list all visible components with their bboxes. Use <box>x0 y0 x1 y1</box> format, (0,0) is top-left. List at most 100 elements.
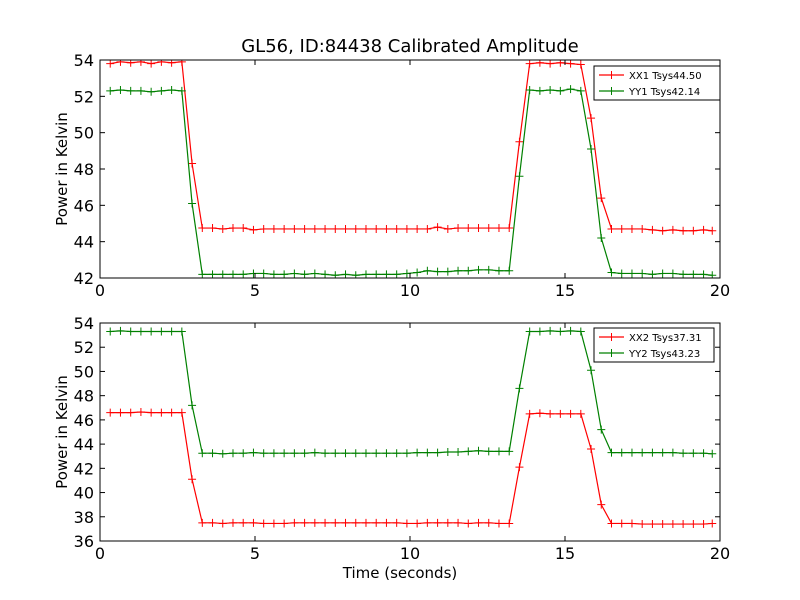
chart-2-series-1-point <box>484 518 493 527</box>
chart-2-series-2-point <box>484 447 493 456</box>
chart-2-series-1-point <box>617 519 626 528</box>
chart-1-series-2-point <box>136 86 145 95</box>
chart-1-y-tick-label: 44 <box>74 233 94 252</box>
chart-1-series-1-point <box>454 224 463 233</box>
chart-1-series-1-point <box>177 60 186 66</box>
chart-2-series-2-point <box>505 447 514 456</box>
chart-2-series-1-point <box>300 518 309 527</box>
chart-2-y-tick-label: 40 <box>74 484 94 503</box>
chart-2-x-tick-label: 0 <box>95 544 105 563</box>
chart-1-series-2-point <box>208 270 217 278</box>
chart-1-series-2-point <box>310 269 319 278</box>
chart-1-series-1-point <box>331 224 340 233</box>
chart-1-y-tick-label: 46 <box>74 196 94 215</box>
chart-2-legend-marker <box>607 349 616 357</box>
chart-1-y-tick-label: 50 <box>74 124 94 143</box>
chart-2-series-1-point <box>136 408 145 417</box>
chart-1-series-2-point <box>484 265 493 274</box>
chart-1-series-2-point <box>679 270 688 278</box>
chart-2-series-1-point <box>218 519 227 528</box>
chart-1-series-2-point <box>689 270 698 278</box>
chart-2-series-2-point <box>147 327 156 336</box>
chart-1-series-2-point <box>280 270 289 278</box>
chart-1-series-2-point <box>638 269 647 278</box>
chart-1-series-2-point <box>525 85 534 94</box>
chart-1-series-2-point <box>515 172 524 181</box>
chart-2-series-1-point <box>382 518 391 527</box>
chart-2-series-2-point <box>607 448 616 457</box>
chart-1-series-2-point <box>566 85 575 94</box>
chart-1-series-2-point <box>218 270 227 278</box>
chart-1-series-2-point <box>699 270 708 278</box>
chart-2-series-2-point <box>699 449 708 458</box>
chart-2-series-1-point <box>474 518 483 527</box>
chart-2-series-2-point <box>300 449 309 458</box>
chart-1-series-2-point <box>188 199 197 208</box>
chart-1-series-2-point <box>433 267 442 276</box>
chart-1-series-1-point <box>402 224 411 233</box>
chart-1-series-1-point <box>136 60 145 66</box>
chart-2-series-2-point <box>116 326 125 335</box>
chart-1-series-1-point <box>361 224 370 233</box>
chart-2-series-1-point <box>269 519 278 528</box>
chart-1-title: GL56, ID:84438 Calibrated Amplitude <box>241 36 579 57</box>
chart-1-series-2-point <box>126 86 135 95</box>
chart-2-x-axis-label: Time (seconds) <box>342 564 458 582</box>
chart-1-series-1-point <box>392 224 401 233</box>
chart-1-series-2-point <box>535 86 544 95</box>
chart-1-series-1-point <box>699 225 708 234</box>
chart-1-legend: XX1 Tsys44.50 YY1 Tsys42.14 <box>593 65 721 101</box>
chart-2-series-1-point <box>402 519 411 528</box>
chart-2-series-1-point <box>658 520 667 529</box>
chart-1-series-1-point <box>638 224 647 233</box>
chart-2-series-2-point <box>617 448 626 457</box>
chart-2-series-2-point <box>689 449 698 458</box>
chart-2-series-2-point <box>668 448 677 457</box>
chart-1-series-2-point <box>239 270 248 278</box>
chart-2-y-axis-label: Power in Kelvin <box>53 375 71 489</box>
chart-2-series-2-point <box>290 449 299 458</box>
chart-1-series-1-point <box>658 226 667 235</box>
chart-2-series-1-point <box>494 519 503 528</box>
chart-2-legend-entry: YY2 Tsys43.23 <box>628 349 700 360</box>
chart-2-series-2-point <box>249 448 258 457</box>
chart-2-y-tick-label: 44 <box>74 435 94 454</box>
plot-top: GL56, ID:84438 Calibrated Amplitude 0 5 10 1… <box>53 36 730 300</box>
chart-1-series-2-point <box>587 145 596 154</box>
chart-1-series-1-point <box>708 226 717 235</box>
chart-2-series-1-point <box>413 519 422 528</box>
chart-2-series-2-point <box>535 327 544 336</box>
chart-2-legend-marker <box>607 333 616 341</box>
chart-1-series-1-point <box>597 194 606 203</box>
chart-1-series-2-point <box>607 268 616 277</box>
chart-2-x-tick-label: 5 <box>250 544 260 563</box>
chart-2-y-tick-label: 54 <box>74 314 94 333</box>
chart-2-series-1-point <box>351 518 360 527</box>
chart-2-series-2-point <box>188 401 197 410</box>
chart-2-series-2-point <box>310 448 319 457</box>
chart-1-series-2-point <box>228 270 237 278</box>
chart-1-series-1-point <box>607 224 616 233</box>
chart-2-series-2-point <box>413 448 422 457</box>
chart-2-series-1-point <box>198 518 207 527</box>
chart-2-y-tick-label: 50 <box>74 362 94 381</box>
chart-1-plot-area <box>106 60 717 278</box>
chart-2-series-2-point <box>525 327 534 336</box>
chart-2-series-2-point <box>443 447 452 456</box>
chart-1-series-2-point <box>147 87 156 96</box>
chart-2-series-1-point <box>361 518 370 527</box>
chart-1-series-1-point <box>300 224 309 233</box>
chart-2-series-2-point <box>136 327 145 336</box>
chart-1-legend-marker <box>607 87 616 95</box>
chart-1-series-2-point <box>198 270 207 278</box>
chart-1-series-2-point <box>668 269 677 278</box>
chart-2-series-1-point <box>505 519 514 528</box>
chart-1-series-2-point <box>249 269 258 278</box>
chart-1-series-2-point <box>648 270 657 278</box>
chart-2-series-2-point <box>454 447 463 456</box>
chart-1-series-2-point <box>116 85 125 94</box>
chart-2-series-2-point <box>177 327 186 336</box>
chart-1-series-1-point <box>259 224 268 233</box>
chart-2-series-2-point <box>382 449 391 458</box>
chart-2-series-2-point <box>474 446 483 455</box>
